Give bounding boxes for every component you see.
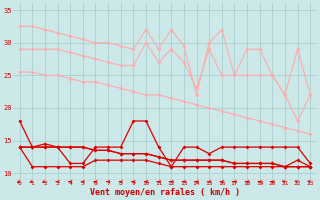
X-axis label: Vent moyen/en rafales ( km/h ): Vent moyen/en rafales ( km/h ) — [90, 188, 240, 197]
